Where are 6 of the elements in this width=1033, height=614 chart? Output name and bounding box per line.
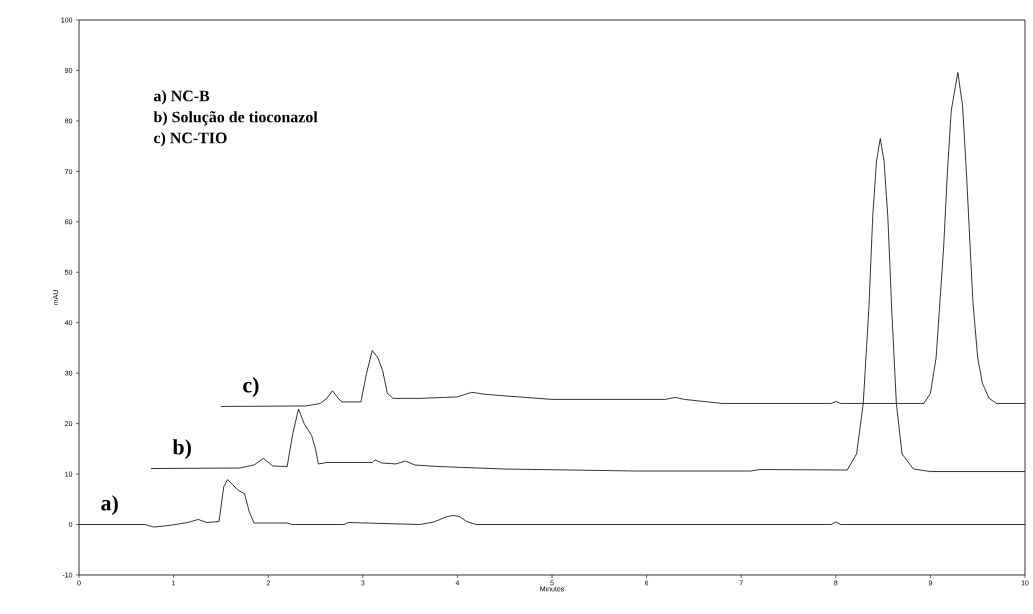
annotation: a) NC-B (153, 90, 210, 105)
annotation: b) Solução de tioconazol (153, 111, 318, 126)
series-label: b) (172, 439, 191, 460)
annotation: c) NC-TIO (154, 132, 227, 147)
series-label: a) (101, 495, 118, 516)
series-label: c) (243, 377, 259, 397)
